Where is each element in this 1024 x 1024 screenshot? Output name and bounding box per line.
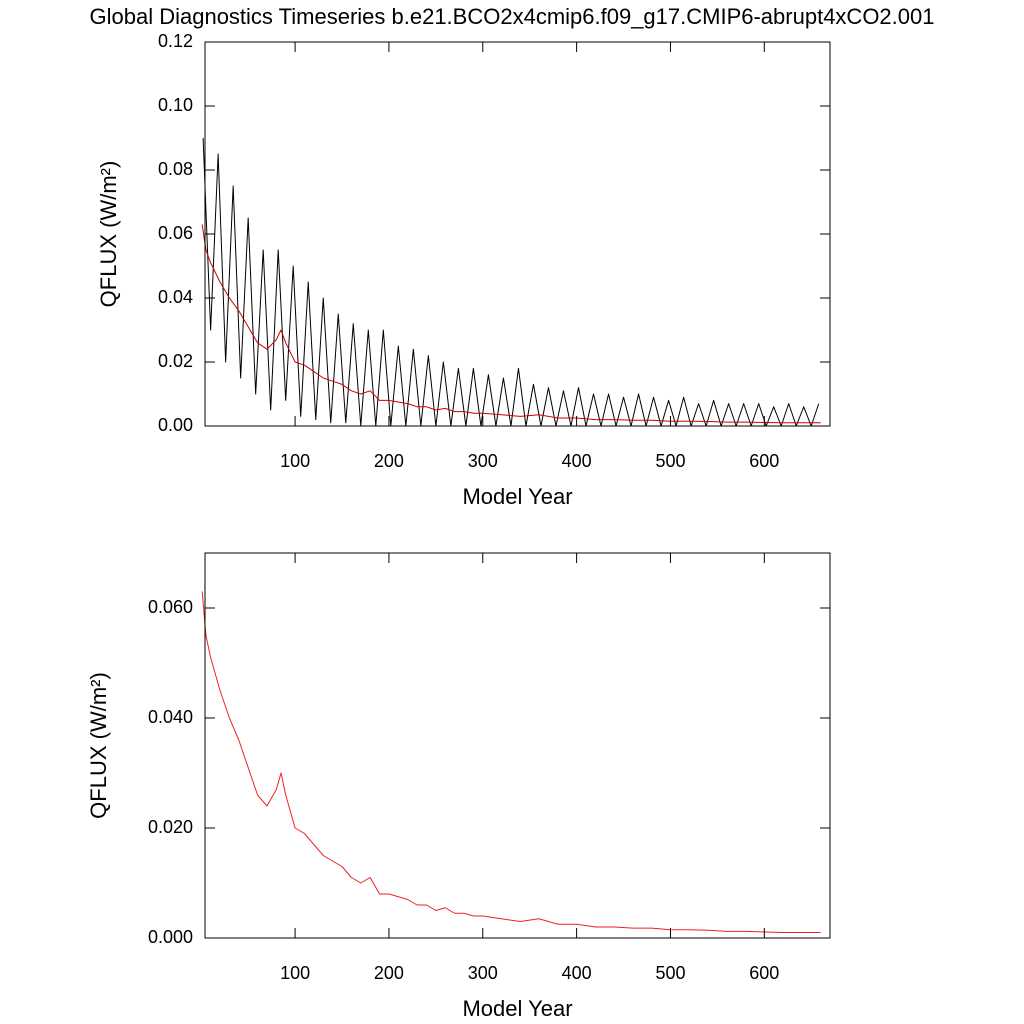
x-tick-label: 500 (655, 451, 685, 471)
y-tick-label: 0.060 (148, 597, 193, 617)
y-tick-label: 0.020 (148, 817, 193, 837)
x-tick-label: 500 (655, 963, 685, 983)
x-tick-label: 600 (749, 451, 779, 471)
y-tick-label: 0.040 (148, 707, 193, 727)
plot-frame (204, 552, 831, 939)
y-axis-label: QFLUX (W/m²) (96, 161, 121, 308)
data-line (201, 591, 821, 933)
x-tick-label: 300 (468, 451, 498, 471)
x-tick-label: 400 (562, 451, 592, 471)
x-tick-label: 600 (749, 963, 779, 983)
x-tick-label: 100 (280, 963, 310, 983)
x-tick-label: 400 (562, 963, 592, 983)
y-tick-label: 0.12 (158, 31, 193, 51)
chart-title: Global Diagnostics Timeseries b.e21.BCO2… (90, 4, 935, 29)
y-tick-label: 0.06 (158, 223, 193, 243)
y-tick-label: 0.000 (148, 927, 193, 947)
x-tick-label: 200 (374, 451, 404, 471)
x-tick-label: 200 (374, 963, 404, 983)
x-axis-label: Model Year (462, 996, 572, 1021)
data-line (201, 224, 821, 424)
y-axis-label: QFLUX (W/m²) (86, 672, 111, 819)
y-tick-label: 0.08 (158, 159, 193, 179)
x-tick-label: 300 (468, 963, 498, 983)
y-tick-label: 0.00 (158, 415, 193, 435)
data-line (202, 137, 820, 427)
x-tick-label: 100 (280, 451, 310, 471)
y-tick-label: 0.04 (158, 287, 193, 307)
x-axis-label: Model Year (462, 484, 572, 509)
y-tick-label: 0.10 (158, 95, 193, 115)
y-tick-label: 0.02 (158, 351, 193, 371)
